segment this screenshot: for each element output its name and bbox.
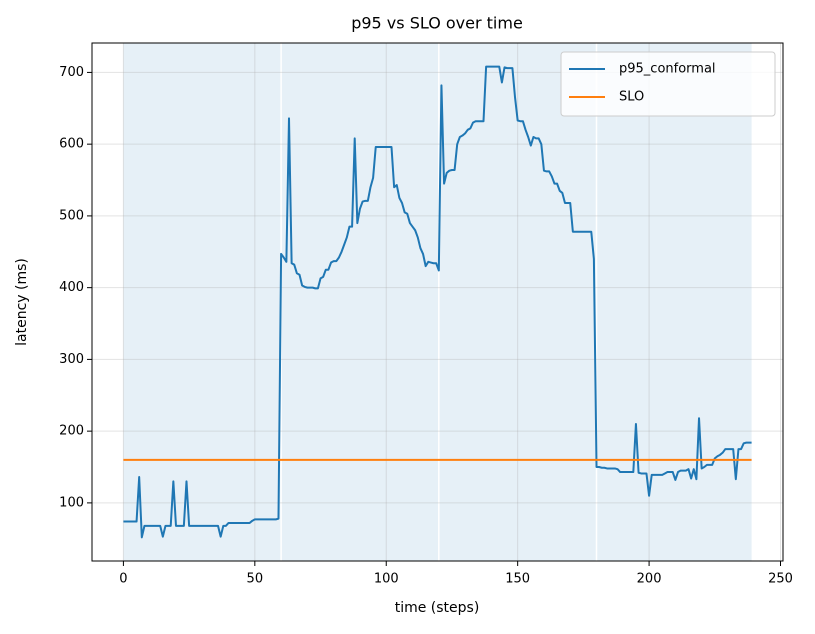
shaded-span xyxy=(438,43,597,561)
legend-label: SLO xyxy=(619,90,644,105)
x-tick-label: 200 xyxy=(637,572,662,587)
y-tick-label: 200 xyxy=(59,424,84,439)
legend-box xyxy=(560,51,776,117)
y-axis-label: latency (ms) xyxy=(14,258,30,346)
y-tick-label: 500 xyxy=(59,208,84,223)
y-tick-label: 400 xyxy=(59,280,84,295)
x-tick-label: 50 xyxy=(247,572,264,587)
legend-label: p95_conformal xyxy=(619,62,716,77)
chart-title: p95 vs SLO over time xyxy=(351,14,523,33)
x-tick-label: 150 xyxy=(505,572,530,587)
legend: p95_conformal SLO xyxy=(560,51,776,117)
y-tick-label: 700 xyxy=(59,65,84,80)
shaded-span xyxy=(281,43,439,561)
x-tick-label: 100 xyxy=(374,572,399,587)
x-axis-label: time (steps) xyxy=(395,600,480,616)
shaded-span xyxy=(596,43,752,561)
series-line xyxy=(123,65,752,539)
x-tick-label: 250 xyxy=(768,572,793,587)
y-tick-label: 600 xyxy=(59,137,84,152)
axes-frame xyxy=(91,42,784,562)
shaded-span xyxy=(123,43,282,561)
y-tick-label: 300 xyxy=(59,352,84,367)
y-tick-label: 100 xyxy=(59,495,84,510)
x-tick-label: 0 xyxy=(119,572,127,587)
